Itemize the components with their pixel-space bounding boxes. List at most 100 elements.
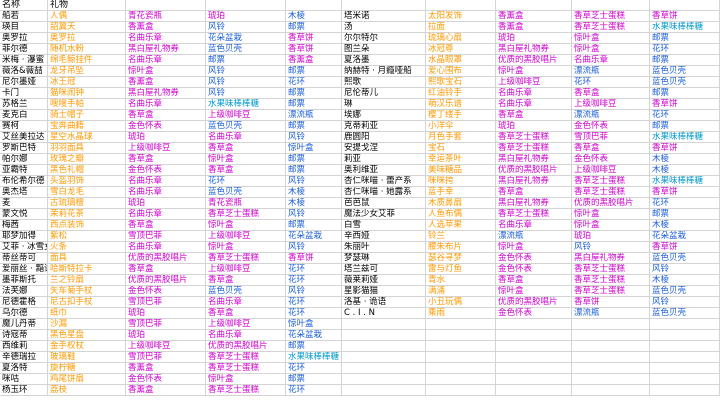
name-cell[interactable]: 布伦希尔德 (0, 176, 48, 187)
gift-cell[interactable]: 琥珀 (496, 33, 572, 44)
gift-cell[interactable]: 蓝色贝壳 (650, 308, 720, 319)
gift-cell[interactable]: 蓝色贝壳 (650, 66, 720, 77)
gift-cell[interactable]: 风铃 (650, 297, 720, 308)
gift-cell[interactable]: 雪顶巴菲 (126, 297, 206, 308)
gift-cell[interactable]: 香草饼 (650, 143, 720, 154)
gift-cell[interactable]: 风铃 (286, 209, 342, 220)
name-cell[interactable]: 诗寇蒂 (0, 330, 48, 341)
empty-cell[interactable] (650, 363, 720, 374)
gift-cell[interactable]: 香草饼 (286, 253, 342, 264)
gift-cell[interactable]: 随机水粉 (48, 44, 126, 55)
gift-cell[interactable]: 奥罗拉 (48, 33, 126, 44)
gift-cell[interactable]: 香草盒 (126, 110, 206, 121)
gift-cell[interactable]: 惊叶盒 (572, 220, 650, 231)
gift-cell[interactable]: 羽羽面具 (48, 143, 126, 154)
gift-cell[interactable]: 黑白屋礼物券 (496, 176, 572, 187)
gift-cell[interactable]: 腰朱布片 (426, 242, 496, 253)
name-cell[interactable]: 纳赫特 · 月瘾哑船 (342, 66, 426, 77)
gift-cell[interactable]: 琥珀 (206, 11, 286, 22)
gift-cell[interactable]: 琥珀 (126, 330, 206, 341)
gift-cell[interactable]: 黑白屋礼物券 (496, 154, 572, 165)
gift-cell[interactable]: 小丑玩偶 (426, 297, 496, 308)
gift-cell[interactable]: 风铃 (650, 264, 720, 275)
gift-cell[interactable]: 黑白屋礼物券 (572, 253, 650, 264)
name-cell[interactable]: 辛西娅 (342, 231, 426, 242)
gift-cell[interactable]: 花环 (650, 198, 720, 209)
empty-cell[interactable] (572, 385, 650, 396)
gift-cell[interactable]: 风铃 (572, 242, 650, 253)
name-cell[interactable]: 苏格兰 (0, 99, 48, 110)
gift-cell[interactable]: 香薰盒 (496, 11, 572, 22)
name-cell[interactable]: 麦克白 (0, 110, 48, 121)
gift-cell[interactable]: 猫咪闹钟 (48, 88, 126, 99)
gift-cell[interactable]: 花朵盆栽 (286, 231, 342, 242)
name-cell[interactable]: 法芙娜 (0, 286, 48, 297)
gift-cell[interactable]: 韶翼天 (48, 22, 126, 33)
gift-cell[interactable]: 惊叶盒 (126, 66, 206, 77)
gift-cell[interactable]: 香草芝士蛋糕 (572, 176, 650, 187)
gift-cell[interactable]: 名曲乐章 (126, 176, 206, 187)
gift-cell[interactable]: 花朵盆栽 (650, 231, 720, 242)
name-cell[interactable]: 安提戈涅 (342, 143, 426, 154)
name-cell[interactable]: C . I . N (342, 308, 426, 319)
header-blank[interactable] (126, 0, 206, 11)
name-cell[interactable]: 梅茜 (0, 220, 48, 231)
gift-cell[interactable]: 花朵盆栽 (286, 330, 342, 341)
header-blank[interactable] (496, 0, 572, 11)
name-cell[interactable]: 菲尔德 (0, 44, 48, 55)
empty-cell[interactable] (496, 352, 572, 363)
gift-cell[interactable]: 香草芝士蛋糕 (496, 209, 572, 220)
gift-cell[interactable]: 面具 (48, 253, 126, 264)
gift-cell[interactable]: 上级咖啡豆 (206, 319, 286, 330)
gift-cell[interactable]: 鸡尾饼扇 (48, 374, 126, 385)
name-cell[interactable]: 咪咕 (0, 374, 48, 385)
gift-cell[interactable]: 惊叶盒 (206, 154, 286, 165)
gift-cell[interactable]: 上级咖啡豆 (496, 77, 572, 88)
empty-cell[interactable] (426, 330, 496, 341)
gift-cell[interactable]: 香草盒 (572, 143, 650, 154)
gift-cell[interactable]: 香草饼 (650, 99, 720, 110)
name-cell[interactable]: 乌尔德 (0, 308, 48, 319)
name-cell[interactable]: 辛德瑞拉 (0, 352, 48, 363)
empty-cell[interactable] (496, 385, 572, 396)
name-cell[interactable]: 汤 (342, 22, 426, 33)
gift-cell[interactable]: 邮票 (650, 33, 720, 44)
gift-cell[interactable]: 邮票 (650, 88, 720, 99)
gift-cell[interactable]: 熙歌宝石 (426, 77, 496, 88)
gift-cell[interactable]: 火条 (48, 242, 126, 253)
gift-cell[interactable]: 玫瑰之瓣 (48, 154, 126, 165)
gift-cell[interactable]: 金色怀表 (126, 121, 206, 132)
gift-cell[interactable]: 金色怀表 (496, 264, 572, 275)
name-cell[interactable]: 鹿圆阳 (342, 132, 426, 143)
gift-cell[interactable]: 邮票 (650, 121, 720, 132)
gift-cell[interactable]: 木质鼻扇 (426, 198, 496, 209)
header-blank[interactable] (650, 0, 720, 11)
gift-cell[interactable]: 香草芝士蛋糕 (496, 143, 572, 154)
name-cell[interactable]: 琳 (342, 99, 426, 110)
gift-cell[interactable]: 名曲乐章 (126, 99, 206, 110)
gift-cell[interactable]: 上级咖啡豆 (206, 110, 286, 121)
empty-cell[interactable] (426, 352, 496, 363)
gift-cell[interactable]: 雪顶巴菲 (572, 132, 650, 143)
empty-cell[interactable] (342, 363, 426, 374)
name-cell[interactable]: 塔兰兹可 (342, 264, 426, 275)
gift-cell[interactable]: 满涌 (426, 286, 496, 297)
gift-cell[interactable]: 樱丁缕手 (426, 110, 496, 121)
gift-cell[interactable]: 名曲乐章 (126, 209, 206, 220)
name-cell[interactable]: 墨菲斯托 (0, 275, 48, 286)
gift-cell[interactable]: 幸运茶叶 (426, 154, 496, 165)
gift-cell[interactable]: 萌汉乐谱 (426, 99, 496, 110)
gift-cell[interactable]: 香草饼 (650, 11, 720, 22)
gift-cell[interactable]: 香草芝士蛋糕 (572, 11, 650, 22)
gift-cell[interactable]: 尼古扣手杖 (48, 297, 126, 308)
empty-cell[interactable] (426, 374, 496, 385)
gift-cell[interactable]: 金色怀表 (126, 374, 206, 385)
gift-cell[interactable]: 雪顶巴菲 (126, 352, 206, 363)
gift-cell[interactable]: 紫松 (48, 231, 126, 242)
name-cell[interactable]: 奥利维亚 (342, 165, 426, 176)
gift-cell[interactable]: 风铃 (286, 286, 342, 297)
empty-cell[interactable] (496, 319, 572, 330)
gift-cell[interactable]: 香草芝士蛋糕 (572, 22, 650, 33)
gift-cell[interactable]: 荔枝 (48, 385, 126, 396)
gift-cell[interactable]: 水果味棒棒糖 (650, 132, 720, 143)
